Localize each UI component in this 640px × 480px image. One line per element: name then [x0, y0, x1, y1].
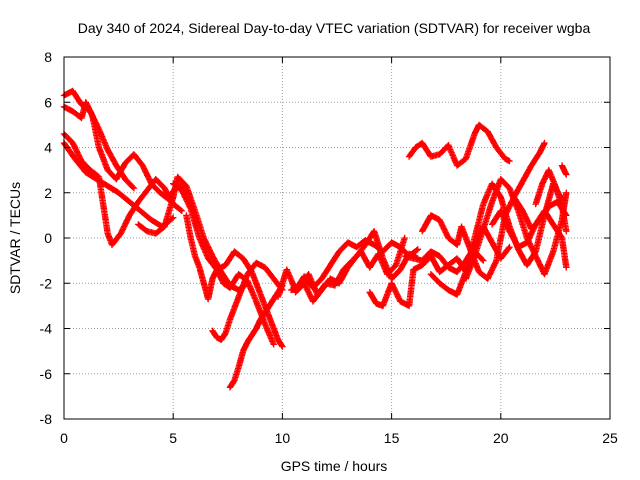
x-tick-label: 20 [493, 430, 509, 446]
x-tick-label: 0 [60, 430, 68, 446]
y-tick-label: -6 [40, 366, 53, 382]
y-tick-label: 0 [44, 230, 52, 246]
series-track-15 [405, 121, 513, 169]
series-track-21 [532, 166, 570, 235]
y-tick-label: 6 [44, 94, 52, 110]
series-track-22 [558, 162, 570, 178]
y-tick-label: 4 [44, 140, 52, 156]
series-track-6 [170, 180, 286, 350]
x-tick-label: 15 [384, 430, 400, 446]
series-track-8 [209, 259, 286, 343]
x-tick-label: 25 [602, 430, 618, 446]
data-point-markers [532, 166, 570, 235]
y-tick-label: 2 [44, 185, 52, 201]
series-track-12 [292, 228, 421, 305]
y-tick-label: 8 [44, 49, 52, 65]
data-point-markers [60, 99, 190, 203]
data-point-markers [405, 121, 513, 169]
data-point-markers [60, 130, 186, 248]
x-tick-label: 10 [275, 430, 291, 446]
data-point-markers [209, 259, 286, 343]
x-tick-label: 5 [169, 430, 177, 446]
y-axis-label: SDTVAR / TECUs [7, 182, 23, 294]
data-points [60, 87, 570, 391]
y-tick-label: -2 [40, 275, 53, 291]
series-track-3 [60, 130, 186, 248]
series-track-2 [60, 99, 190, 203]
y-tick-label: -4 [40, 321, 53, 337]
data-point-markers [558, 162, 570, 178]
axis-ticks: 0 5 10 15 20 25 -8 -6 -4 -2 0 2 4 6 8 [40, 49, 618, 446]
data-point-markers [292, 228, 421, 305]
x-axis-label: GPS time / hours [281, 458, 388, 474]
data-point-markers [170, 180, 286, 350]
y-tick-label: -8 [40, 411, 53, 427]
chart-title: Day 340 of 2024, Sidereal Day-to-day VTE… [78, 20, 591, 36]
